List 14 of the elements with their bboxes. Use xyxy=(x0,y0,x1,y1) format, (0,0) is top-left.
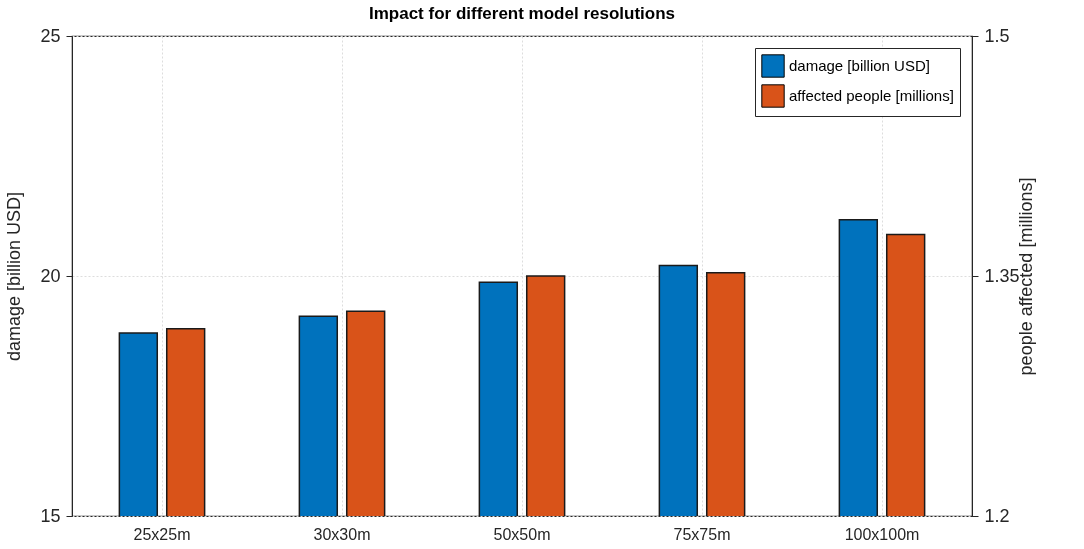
x-tick-label: 75x75m xyxy=(673,525,731,543)
y-tick-label: 20 xyxy=(40,265,61,286)
y2-tick-label: 1.5 xyxy=(984,25,1010,46)
y-axis-title: damage [billion USD] xyxy=(4,191,25,362)
x-tick-label: 50x50m xyxy=(493,525,551,543)
x-tick-label: 30x30m xyxy=(313,525,371,543)
y-tick-label: 25 xyxy=(40,25,61,46)
x-tick-label: 100x100m xyxy=(844,525,920,543)
y2-tick-label: 1.2 xyxy=(984,505,1010,526)
x-tick-label: 25x25m xyxy=(133,525,191,543)
y-tick-label: 15 xyxy=(40,505,61,526)
chart-title: Impact for different model resolutions xyxy=(368,4,676,23)
legend-label: damage [billion USD] xyxy=(789,57,930,74)
legend-label: affected people [millions] xyxy=(789,87,954,104)
